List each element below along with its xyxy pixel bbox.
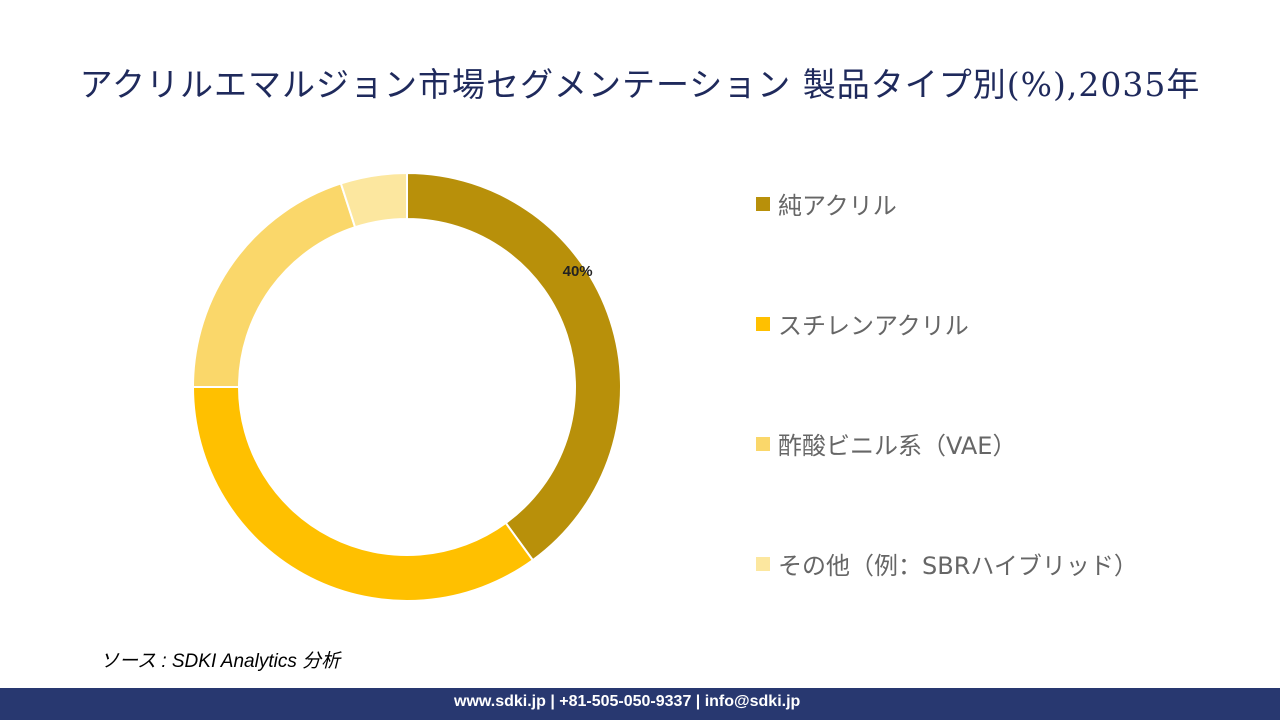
chart-title: アクリルエマルジョン市場セグメンテーション 製品タイプ別(%),2035年 — [79, 65, 1201, 104]
legend-swatch — [756, 556, 770, 571]
legend-item: その他（例：SBRハイブリッド） — [756, 546, 1138, 581]
legend-swatch — [756, 436, 770, 451]
legend-label: その他（例：SBRハイブリッド） — [778, 552, 1138, 580]
donut-segment-1 — [406, 171, 622, 562]
legend-swatch — [756, 196, 770, 211]
legend-item: 純アクリル — [756, 186, 897, 221]
footer-contact: www.sdki.jp | +81-505-050-9337 | info@sd… — [454, 693, 801, 710]
donut-segment-4 — [339, 171, 408, 229]
legend-label: スチレンアクリル — [778, 312, 969, 340]
donut-segment-3 — [191, 182, 357, 388]
footer-bar: www.sdki.jp | +81-505-050-9337 | info@sd… — [0, 688, 1280, 720]
donut-segment-2 — [191, 386, 535, 602]
data-label-1: 40% — [563, 263, 593, 280]
source-note: ソース : SDKI Analytics 分析 — [100, 651, 341, 672]
legend-item: スチレンアクリル — [756, 306, 969, 341]
legend-item: 酢酸ビニル系（VAE） — [756, 426, 1016, 461]
legend-label: 酢酸ビニル系（VAE） — [778, 432, 1017, 460]
legend-swatch — [756, 316, 770, 331]
legend-label: 純アクリル — [778, 192, 897, 220]
